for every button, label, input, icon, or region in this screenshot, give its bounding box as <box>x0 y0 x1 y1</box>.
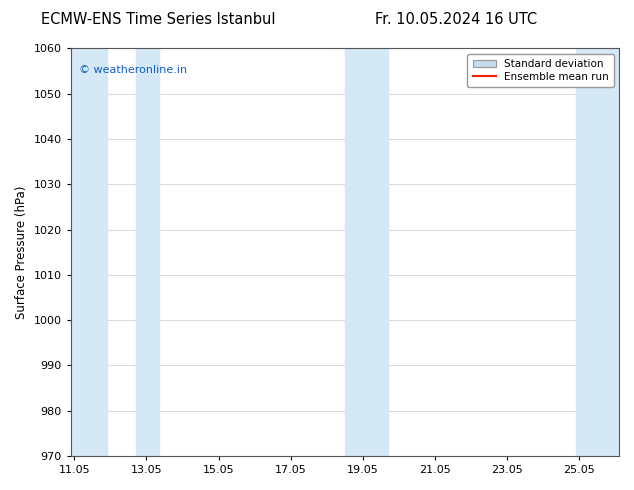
Text: Fr. 10.05.2024 16 UTC: Fr. 10.05.2024 16 UTC <box>375 12 538 27</box>
Bar <box>345 49 388 456</box>
Y-axis label: Surface Pressure (hPa): Surface Pressure (hPa) <box>15 186 28 319</box>
Bar <box>71 49 107 456</box>
Text: ECMW-ENS Time Series Istanbul: ECMW-ENS Time Series Istanbul <box>41 12 276 27</box>
Legend: Standard deviation, Ensemble mean run: Standard deviation, Ensemble mean run <box>467 53 614 87</box>
Bar <box>576 49 619 456</box>
Bar <box>136 49 159 456</box>
Text: © weatheronline.in: © weatheronline.in <box>79 65 187 74</box>
